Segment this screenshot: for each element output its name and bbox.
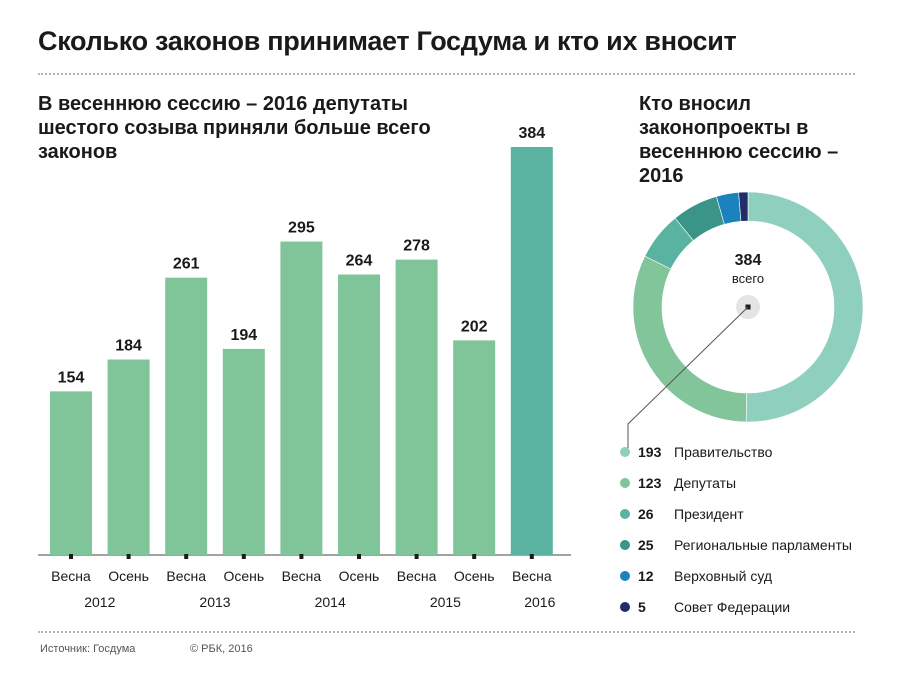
x-tick	[69, 554, 73, 559]
bar-value-label: 261	[173, 256, 200, 273]
bar-7	[395, 259, 438, 555]
year-label: 2014	[315, 594, 346, 610]
legend-item: 193 Правительство	[620, 436, 890, 467]
bar-value-label: 384	[518, 125, 545, 142]
x-tick-label: Весна	[397, 568, 437, 584]
x-tick-label: Весна	[512, 568, 552, 584]
bar-2	[107, 359, 150, 555]
year-label: 2016	[524, 594, 555, 610]
x-tick-label: Осень	[223, 568, 264, 584]
donut-legend: 193 Правительство 123 Депутаты 26 Президент 25…	[620, 436, 890, 622]
bar-chart-title: В весеннюю сессию – 2016 депутаты шестог…	[38, 93, 431, 163]
legend-label: Совет Федерации	[674, 598, 791, 615]
bar-value-label: 278	[403, 238, 430, 255]
x-tick-label: Осень	[454, 568, 495, 584]
x-tick-label: Осень	[339, 568, 380, 584]
donut-total-label: всего	[732, 271, 764, 286]
x-tick-label: Весна	[51, 568, 91, 584]
bar-3	[165, 277, 208, 555]
bar-value-label: 202	[461, 318, 488, 335]
bottom-divider	[38, 631, 855, 633]
legend-label: Президент	[674, 505, 744, 522]
bar-8	[453, 340, 496, 555]
donut-total-value: 384	[735, 252, 762, 269]
legend-value: 12	[638, 567, 654, 584]
bar-5	[280, 241, 323, 555]
legend-label: Региональные парламенты	[674, 536, 852, 553]
x-tick-label: Весна	[166, 568, 206, 584]
legend-label: Правительство	[674, 443, 773, 460]
legend-swatch	[620, 446, 630, 457]
legend-item: 5 Совет Федерации	[620, 591, 890, 622]
x-tick	[126, 554, 131, 559]
legend-swatch	[620, 508, 630, 519]
page-title: Сколько законов принимает Госдума и кто …	[38, 26, 737, 56]
x-tick-label: Весна	[282, 568, 322, 584]
bar-value-label: 184	[115, 338, 142, 355]
legend-value: 123	[638, 474, 662, 491]
source-note: Источник: Госдума	[40, 643, 136, 655]
legend-value: 26	[638, 505, 654, 522]
bar-value-label: 295	[288, 220, 315, 237]
x-tick	[529, 554, 534, 559]
bar-value-label: 154	[58, 369, 85, 386]
legend-swatch	[620, 477, 630, 488]
bar-4	[222, 348, 265, 555]
legend-swatch	[620, 539, 630, 550]
legend-swatch	[620, 601, 630, 612]
bar-value-label: 194	[230, 327, 257, 344]
legend-value: 5	[638, 598, 646, 615]
legend-item: 123 Депутаты	[620, 467, 890, 498]
donut-chart-title: Кто вносил законопроекты в весеннюю сесс…	[639, 93, 839, 187]
copyright-note: © РБК, 2016	[190, 643, 253, 655]
bar-6	[338, 274, 380, 555]
donut-slice-1	[745, 191, 864, 423]
legend-value: 193	[638, 443, 662, 460]
bar-value-label: 264	[346, 253, 373, 270]
bar-1	[50, 391, 92, 555]
x-tick	[414, 554, 419, 559]
year-label: 2013	[199, 594, 230, 610]
legend-item: 12 Верховный суд	[620, 560, 890, 591]
x-tick	[299, 554, 304, 559]
x-tick	[472, 554, 477, 559]
x-tick	[184, 554, 189, 559]
legend-item: 26 Президент	[620, 498, 890, 529]
legend-label: Депутаты	[674, 474, 737, 491]
year-label: 2012	[84, 594, 115, 610]
top-divider	[38, 73, 855, 75]
legend-label: Верховный суд	[674, 567, 773, 584]
x-tick-label: Осень	[108, 568, 149, 584]
x-tick	[357, 554, 361, 559]
bar-9	[510, 147, 553, 555]
legend-swatch	[620, 570, 630, 581]
legend-value: 25	[638, 536, 654, 553]
x-tick	[241, 554, 246, 559]
year-label: 2015	[430, 594, 461, 610]
legend-item: 25 Региональные парламенты	[620, 529, 890, 560]
leader-line	[627, 306, 749, 448]
donut-slice-6	[738, 191, 749, 222]
donut-slice-2	[632, 255, 747, 423]
